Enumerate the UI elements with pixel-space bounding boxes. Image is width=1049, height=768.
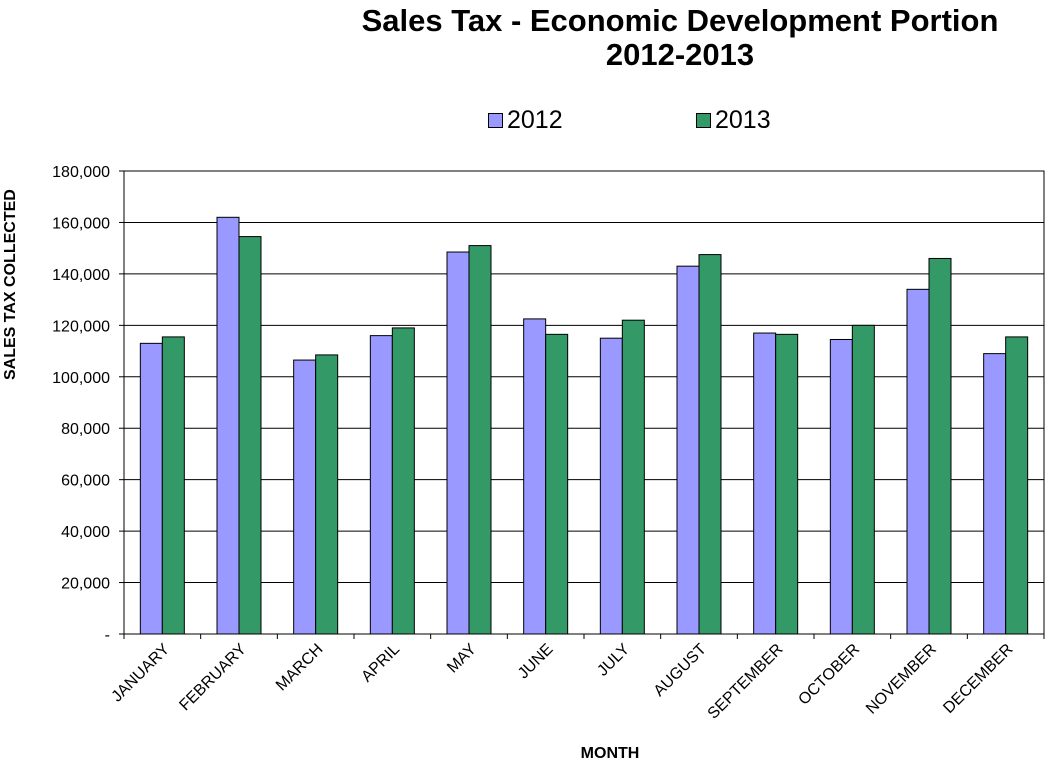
- legend-item-2012: 2012: [488, 106, 563, 135]
- y-tick-label: 20,000: [61, 576, 110, 593]
- y-tick-label: 80,000: [61, 421, 110, 438]
- bar-2013-april: [391, 327, 415, 635]
- x-tick-label-august: AUGUST: [651, 641, 710, 700]
- bar-2012-may: [446, 251, 470, 635]
- bar-2013-august: [698, 254, 722, 635]
- y-tick-label: -: [105, 627, 110, 644]
- y-tick-label: 40,000: [61, 524, 110, 541]
- y-tick-label: 160,000: [52, 215, 110, 232]
- x-tick-label-july: JULY: [594, 641, 633, 680]
- bar-2012-july: [599, 337, 623, 635]
- y-tick-label: 100,000: [52, 370, 110, 387]
- x-tick-label-december: DECEMBER: [940, 641, 1016, 717]
- bar-2012-september: [753, 332, 777, 635]
- bar-2013-june: [545, 333, 569, 635]
- bar-2013-july: [621, 319, 645, 635]
- chart-title-line-2: 2012-2013: [605, 37, 755, 72]
- bar-2013-october: [851, 324, 875, 635]
- y-tick-label: 140,000: [52, 267, 110, 284]
- bar-2013-february: [238, 236, 262, 635]
- bar-2012-april: [369, 335, 393, 635]
- y-axis-label: SALES TAX COLLECTED: [2, 189, 19, 380]
- bar-2013-september: [775, 333, 799, 635]
- legend-label-2012: 2012: [507, 106, 563, 134]
- y-tick-label: 60,000: [61, 473, 110, 490]
- bar-2013-november: [928, 257, 952, 635]
- x-axis-label: MONTH: [580, 745, 640, 762]
- bar-2013-january: [161, 336, 185, 635]
- x-tick-label-april: APRIL: [358, 641, 403, 686]
- bar-2012-january: [139, 342, 163, 635]
- bar-2012-august: [676, 265, 700, 635]
- x-tick-label-november: NOVEMBER: [863, 641, 940, 718]
- x-tick-label-january: JANUARY: [109, 641, 174, 706]
- chart-title: Sales Tax - Economic Development Portion…: [200, 4, 1049, 72]
- legend-label-2013: 2013: [715, 106, 771, 134]
- bar-2012-december: [983, 353, 1007, 635]
- legend-swatch-2012: [488, 113, 503, 128]
- bar-2012-february: [216, 216, 240, 635]
- bar-2013-may: [468, 245, 492, 635]
- legend-item-2013: 2013: [696, 106, 771, 135]
- y-tick-label: 180,000: [52, 164, 110, 181]
- x-tick-label-march: MARCH: [273, 641, 327, 695]
- bar-2013-december: [1005, 336, 1029, 635]
- bar-2012-october: [829, 338, 853, 635]
- bar-2012-november: [906, 288, 930, 635]
- bar-2012-june: [523, 318, 547, 635]
- bar-2012-march: [293, 359, 317, 635]
- bar-2013-march: [315, 354, 339, 635]
- x-tick-label-february: FEBRUARY: [176, 641, 250, 715]
- x-tick-label-september: SEPTEMBER: [705, 641, 787, 723]
- legend-swatch-2013: [696, 113, 711, 128]
- chart-title-line-1: Sales Tax - Economic Development Portion: [361, 3, 999, 38]
- plot-area: [123, 170, 1045, 635]
- x-tick-label-october: OCTOBER: [795, 641, 863, 709]
- x-tick-label-june: JUNE: [515, 641, 557, 683]
- legend: 2012 2013: [0, 106, 1049, 136]
- y-tick-label: 120,000: [52, 318, 110, 335]
- x-tick-label-may: MAY: [444, 641, 480, 677]
